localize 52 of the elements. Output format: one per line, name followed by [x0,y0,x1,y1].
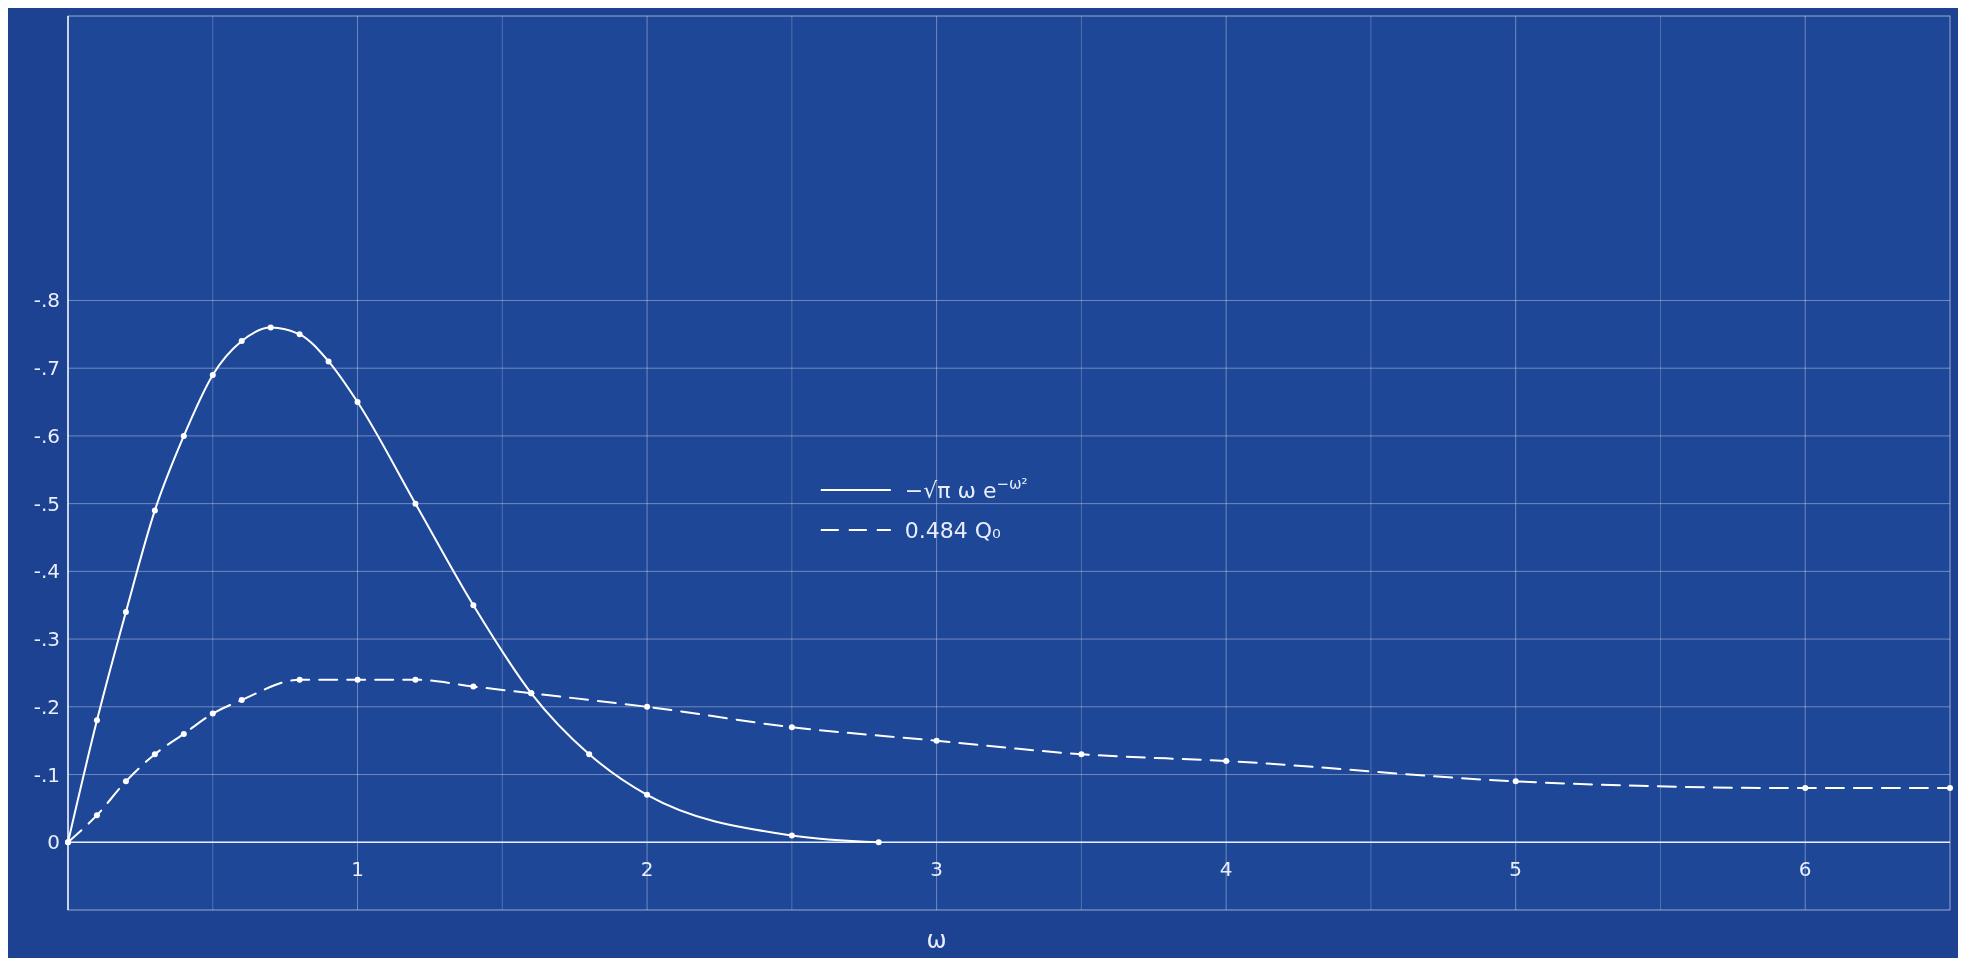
point [644,791,651,798]
x-tick-label: 4 [1219,857,1233,882]
point [470,602,477,609]
point [1078,751,1085,758]
y-tick-label: -.1 [33,762,60,787]
point [209,710,216,717]
point [412,500,419,507]
point [875,839,882,846]
point [470,683,477,690]
y-tick-label: -.8 [33,288,60,313]
point [933,737,940,744]
y-tick-label: -.6 [33,423,60,448]
x-tick-label: 3 [930,857,943,882]
legend-label: −√π ω e$^{−ω²}$ [904,474,1028,503]
point [325,358,332,365]
point [354,676,361,683]
x-tick-label: 5 [1509,857,1523,882]
x-tick-label: 2 [640,857,654,882]
point [151,507,158,514]
point [151,751,158,758]
y-tick-label: -.4 [33,559,60,584]
point [296,331,303,338]
point [180,432,187,439]
point [209,371,216,378]
point [180,730,187,737]
point [1947,785,1953,792]
x-axis-title: ω [926,926,947,954]
y-tick-label: -.5 [33,491,60,516]
point [1512,778,1519,785]
point [93,717,100,724]
y-tick-label: -.3 [33,627,60,652]
point [296,676,303,683]
y-tick-label: 0 [47,830,60,855]
x-tick-label: 6 [1798,857,1812,882]
point [93,812,100,819]
point [644,703,651,710]
point [586,751,593,758]
point [788,724,795,731]
point [788,832,795,839]
legend-label: 0.484 Q₀ [904,517,1002,543]
point [122,609,129,615]
y-tick-label: -.2 [33,694,60,719]
point [354,399,361,406]
point [122,778,129,785]
point [267,324,274,331]
y-tick-label: -.7 [33,356,60,381]
x-tick-label: 1 [351,857,364,882]
point [1223,758,1230,764]
point [1802,785,1809,792]
point [238,338,245,345]
point [238,697,245,704]
point [412,676,419,683]
